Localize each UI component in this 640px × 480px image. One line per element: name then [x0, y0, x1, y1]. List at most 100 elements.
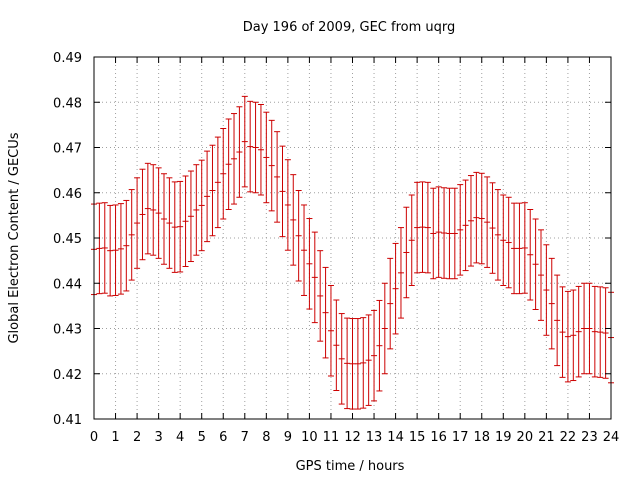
error-bar: [144, 162, 151, 255]
y-tick-label: 0.46: [53, 187, 82, 202]
error-bar: [177, 180, 184, 273]
error-bar: [365, 314, 372, 406]
x-tick-label: 18: [473, 430, 490, 445]
error-bar: [139, 168, 146, 261]
error-bar: [247, 100, 254, 193]
y-tick-label: 0.48: [53, 96, 82, 111]
error-bar: [543, 244, 550, 336]
error-bar: [317, 250, 324, 342]
error-bar: [161, 173, 168, 265]
error-bar: [489, 182, 496, 274]
y-tick-label: 0.43: [53, 323, 82, 338]
error-bar: [284, 159, 291, 251]
y-tick-label: 0.49: [53, 51, 82, 66]
x-tick-label: 5: [198, 430, 206, 445]
error-bar: [554, 274, 561, 367]
error-bar: [166, 177, 173, 269]
error-bar: [204, 150, 211, 243]
error-bar: [537, 229, 544, 321]
x-tick-label: 20: [517, 430, 534, 445]
error-bar: [446, 187, 453, 280]
error-bar: [107, 204, 114, 297]
error-bar: [403, 206, 410, 299]
error-bar: [306, 218, 313, 310]
error-bar: [581, 282, 588, 375]
error-bar: [376, 299, 383, 392]
error-bar: [333, 299, 340, 391]
error-bar: [527, 208, 534, 301]
x-tick-label: 4: [176, 430, 184, 445]
error-bar: [182, 175, 189, 268]
x-tick-label: 0: [90, 430, 98, 445]
error-bar: [354, 318, 361, 410]
error-bar: [467, 175, 474, 267]
x-tick-label: 15: [409, 430, 426, 445]
x-tick-label: 9: [284, 430, 292, 445]
x-tick-label: 3: [154, 430, 162, 445]
x-tick-labels: 0 1 2 3 4 5 6 7 8 9 10 11 12 13 14 15 16 17 18 19 20 21 22 23 24: [90, 430, 619, 445]
error-bar: [187, 170, 194, 263]
error-bar: [295, 189, 302, 282]
error-bar: [290, 174, 297, 266]
error-bar: [257, 104, 264, 196]
error-bar: [597, 286, 604, 378]
error-bar: [349, 318, 356, 410]
error-bar: [500, 194, 507, 287]
error-bar: [134, 177, 141, 269]
x-tick-label: 14: [387, 430, 404, 445]
error-bar: [602, 287, 609, 379]
error-bar: [252, 101, 259, 194]
error-bar: [322, 266, 329, 359]
error-bar: [484, 176, 491, 268]
error-bar: [494, 189, 501, 281]
error-bar: [435, 186, 442, 278]
error-bar: [430, 187, 437, 280]
error-bar: [559, 286, 566, 378]
error-bar: [381, 282, 388, 375]
error-bar: [311, 231, 318, 324]
error-bar: [171, 181, 178, 273]
axis-ticks: [93, 56, 612, 420]
error-bar: [338, 313, 345, 405]
error-bar: [263, 111, 270, 204]
y-tick-label: 0.42: [53, 368, 82, 383]
x-tick-label: 17: [452, 430, 469, 445]
error-bar: [462, 179, 469, 272]
error-bar: [505, 196, 512, 289]
error-bar: [473, 171, 480, 264]
error-bar: [392, 242, 399, 335]
error-bar: [451, 187, 458, 280]
y-tick-labels: 0.41 0.42 0.43 0.44 0.45 0.46 0.47 0.48 0.49: [53, 51, 82, 428]
y-tick-label: 0.47: [53, 142, 82, 157]
y-tick-label: 0.44: [53, 277, 82, 292]
x-tick-label: 21: [538, 430, 555, 445]
error-bar: [548, 257, 555, 350]
error-bar: [327, 285, 334, 377]
error-bar: [117, 203, 124, 295]
error-bar: [123, 199, 130, 292]
error-bar: [586, 282, 593, 375]
error-bar: [96, 202, 103, 295]
x-tick-label: 11: [323, 430, 340, 445]
error-bar: [457, 184, 464, 276]
error-bar: [214, 136, 221, 229]
error-bar: [397, 227, 404, 319]
error-bar: [419, 181, 426, 273]
x-tick-label: 2: [133, 430, 141, 445]
error-bar: [150, 164, 157, 256]
error-bar: [387, 257, 394, 350]
error-bar: [414, 181, 421, 274]
error-bar: [371, 309, 378, 402]
x-tick-label: 19: [495, 430, 512, 445]
error-bar: [236, 106, 243, 198]
error-bar: [511, 202, 518, 295]
error-bar: [521, 202, 528, 294]
x-axis-label: GPS time / hours: [296, 459, 405, 474]
error-bar: [591, 285, 598, 378]
error-bar: [155, 167, 162, 259]
error-bar: [112, 204, 119, 296]
error-bar: [231, 113, 238, 205]
error-bar: [101, 202, 108, 294]
error-bar: [570, 289, 577, 382]
y-axis-label: Global Electron Content / GECUs: [7, 132, 22, 343]
